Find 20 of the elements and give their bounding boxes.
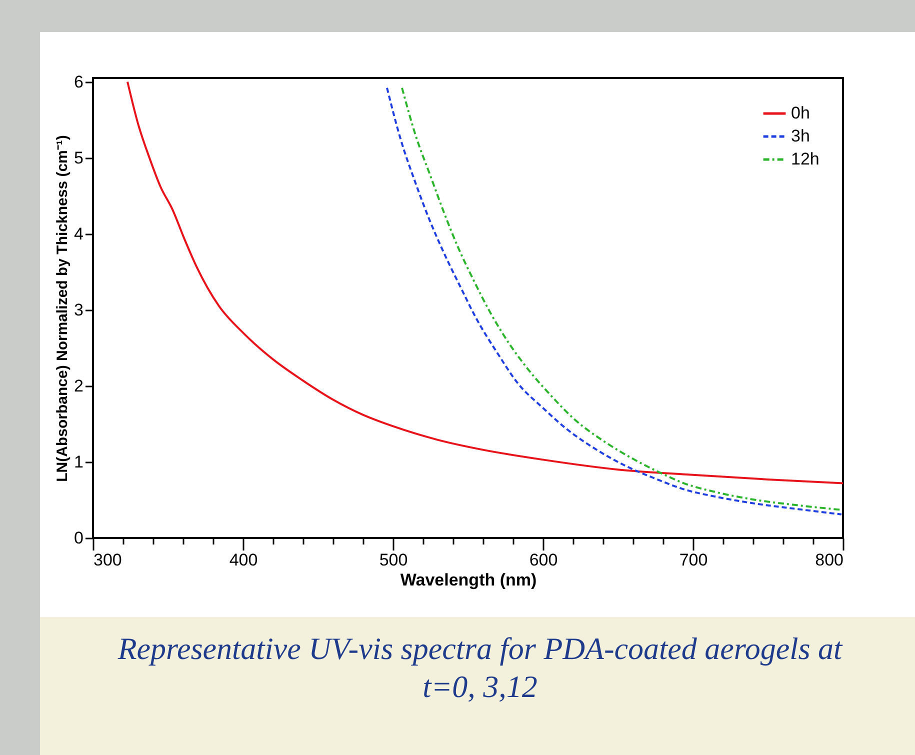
- x-tick-label: 800: [815, 550, 844, 570]
- x-tick-label: 500: [379, 550, 408, 570]
- legend-label: 12h: [791, 150, 820, 168]
- y-axis-title: LN(Absorbance) Normalized by Thickness (cm⁻¹): [54, 135, 72, 482]
- x-tick-label: 700: [679, 550, 708, 570]
- y-tick-label: 3: [74, 300, 84, 320]
- y-tick-label: 4: [74, 224, 84, 244]
- x-tick-label: 300: [94, 550, 122, 570]
- x-tick-label: 600: [529, 550, 558, 570]
- x-axis-title: Wavelength (nm): [400, 570, 537, 590]
- legend-label: 3h: [791, 126, 810, 146]
- x-tick-label: 400: [229, 550, 258, 570]
- legend-label: 0h: [791, 104, 810, 122]
- y-tick-label: 1: [74, 452, 84, 472]
- y-tick-label: 6: [74, 72, 84, 92]
- y-tick-label: 2: [74, 376, 84, 396]
- line-series: [126, 80, 843, 484]
- y-tick-label: 5: [74, 148, 84, 168]
- text: Representative UV-vis spectra for PDA-coated aerogels at t=0, 3,12: [116, 630, 844, 706]
- y-tick-label: 0: [74, 528, 84, 548]
